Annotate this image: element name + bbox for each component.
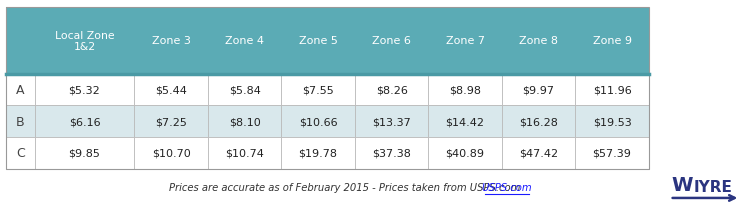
Bar [428, 106, 502, 137]
Bar [6, 106, 34, 137]
Bar [428, 74, 502, 106]
Bar [575, 74, 649, 106]
Text: $37.38: $37.38 [372, 148, 411, 158]
Text: Zone 4: Zone 4 [225, 36, 264, 46]
Text: $9.97: $9.97 [523, 85, 554, 95]
Text: $11.96: $11.96 [592, 85, 632, 95]
Bar [6, 8, 34, 74]
Text: Zone 5: Zone 5 [298, 36, 338, 46]
Bar [281, 8, 355, 74]
Text: W: W [671, 175, 693, 194]
Bar [575, 8, 649, 74]
Text: $7.55: $7.55 [302, 85, 334, 95]
Text: USPS.com: USPS.com [482, 182, 532, 192]
Bar [134, 74, 208, 106]
Text: $7.25: $7.25 [155, 117, 187, 126]
Bar [34, 8, 134, 74]
Bar [355, 74, 428, 106]
Text: $8.10: $8.10 [229, 117, 260, 126]
Bar [355, 137, 428, 169]
Text: $16.28: $16.28 [519, 117, 558, 126]
Bar [6, 8, 649, 169]
Text: Zone 7: Zone 7 [446, 36, 485, 46]
Bar [502, 8, 575, 74]
Text: $5.32: $5.32 [68, 85, 100, 95]
Text: Local Zone
1&2: Local Zone 1&2 [55, 31, 114, 52]
Bar [6, 74, 34, 106]
Bar [34, 106, 134, 137]
Bar [34, 137, 134, 169]
Bar [575, 137, 649, 169]
Text: Zone 9: Zone 9 [592, 36, 632, 46]
Text: $10.74: $10.74 [225, 148, 264, 158]
Bar [6, 137, 34, 169]
Bar [355, 106, 428, 137]
Bar [428, 8, 502, 74]
Text: $14.42: $14.42 [446, 117, 485, 126]
Text: $40.89: $40.89 [446, 148, 485, 158]
Text: $13.37: $13.37 [372, 117, 411, 126]
Text: $5.84: $5.84 [229, 85, 260, 95]
Text: $9.85: $9.85 [68, 148, 100, 158]
Text: $8.26: $8.26 [376, 85, 407, 95]
Bar [502, 106, 575, 137]
Text: Zone 6: Zone 6 [372, 36, 411, 46]
Text: $5.44: $5.44 [155, 85, 187, 95]
Text: $8.98: $8.98 [449, 85, 481, 95]
Text: Prices are accurate as of February 2015 - Prices taken from USPS.com: Prices are accurate as of February 2015 … [170, 182, 520, 192]
Bar [134, 106, 208, 137]
Text: $10.66: $10.66 [298, 117, 338, 126]
Bar [355, 8, 428, 74]
Bar [134, 8, 208, 74]
Text: $57.39: $57.39 [592, 148, 632, 158]
Bar [428, 137, 502, 169]
Text: A: A [16, 84, 25, 97]
Bar [502, 74, 575, 106]
Bar [208, 8, 281, 74]
Text: $19.53: $19.53 [592, 117, 632, 126]
Bar [34, 74, 134, 106]
Text: B: B [16, 115, 25, 128]
Bar [502, 137, 575, 169]
Text: $6.16: $6.16 [69, 117, 100, 126]
Bar [208, 137, 281, 169]
Text: Zone 3: Zone 3 [152, 36, 190, 46]
Text: $19.78: $19.78 [298, 148, 338, 158]
Bar [281, 137, 355, 169]
Bar [208, 74, 281, 106]
Bar [208, 106, 281, 137]
Text: $47.42: $47.42 [519, 148, 558, 158]
Bar [281, 106, 355, 137]
Text: IYRE: IYRE [694, 179, 733, 194]
Bar [575, 106, 649, 137]
Text: $10.70: $10.70 [152, 148, 190, 158]
Bar [281, 74, 355, 106]
Bar [134, 137, 208, 169]
Text: C: C [16, 146, 25, 160]
Text: Zone 8: Zone 8 [519, 36, 558, 46]
